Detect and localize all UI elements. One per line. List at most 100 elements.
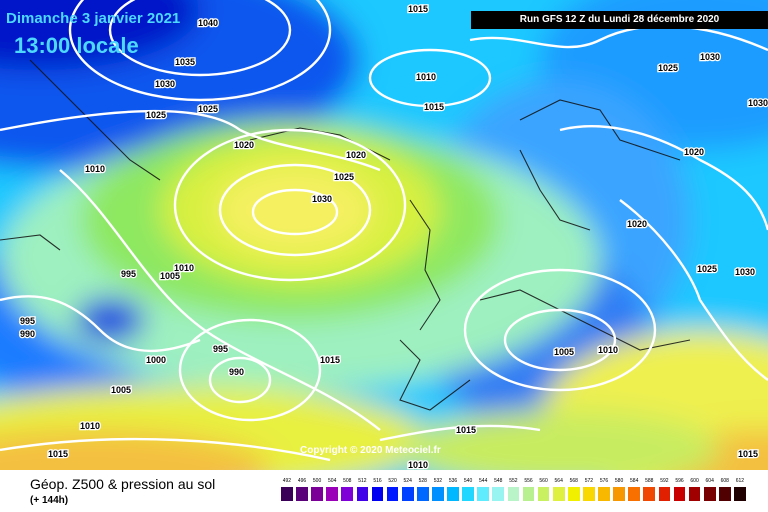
scale-swatch — [371, 487, 384, 501]
isobar-label: 1010 — [85, 164, 105, 174]
scale-tick: 564 — [554, 478, 563, 484]
scale-tick: 600 — [690, 478, 699, 484]
isobar-label: 1010 — [598, 345, 618, 355]
forecast-date: Dimanche 3 janvier 2021 — [6, 10, 181, 27]
forecast-time: 13:00 locale — [14, 33, 139, 58]
scale-tick: 540 — [463, 478, 473, 484]
scale-tick: 548 — [494, 478, 503, 484]
isobar-label: 1030 — [700, 52, 720, 62]
scale-swatch — [416, 487, 429, 501]
scale-swatch — [507, 487, 520, 501]
scale-tick: 512 — [358, 478, 367, 484]
scale-tick: 588 — [645, 478, 654, 484]
isobar-label: 1025 — [198, 104, 218, 114]
scale-swatch — [613, 487, 625, 501]
isobar-label: 1030 — [155, 79, 175, 89]
legend-footer: Géop. Z500 & pression au sol (+ 144h) 49… — [0, 470, 768, 512]
scale-tick: 604 — [705, 478, 714, 484]
isobar-label: 1010 — [174, 263, 194, 273]
isobar-label: 1010 — [80, 421, 100, 431]
scale-swatch — [311, 487, 323, 501]
isobar-label: 995 — [20, 316, 35, 326]
scale-swatch — [341, 487, 354, 501]
scale-tick: 536 — [448, 478, 458, 484]
scale-tick: 568 — [569, 478, 578, 484]
scale-swatch — [386, 487, 399, 501]
coastlines — [0, 59, 691, 411]
isobar-label: 1020 — [684, 147, 704, 157]
scale-swatch — [492, 487, 505, 501]
scale-tick: 572 — [584, 478, 594, 484]
scale-swatch — [537, 487, 550, 501]
scale-tick: 592 — [660, 478, 669, 484]
isobar-label: 1025 — [697, 264, 717, 274]
isobar-label: 995 — [121, 269, 136, 279]
scale-tick: 524 — [403, 478, 412, 484]
scale-swatch — [718, 487, 731, 501]
scale-swatch — [462, 487, 474, 501]
isobar-label: 1025 — [334, 172, 354, 182]
scale-tick: 576 — [599, 478, 609, 484]
isobar-label: 995 — [213, 344, 228, 354]
scale-tick: 544 — [479, 478, 488, 484]
run-label: Run GFS 12 Z du Lundi 28 décembre 2020 — [471, 11, 768, 29]
geopotential-field — [0, 0, 768, 470]
scale-tick: 500 — [312, 478, 322, 484]
copyright-notice: Copyright © 2020 Meteociel.fr — [300, 445, 441, 456]
scale-swatch — [673, 487, 686, 501]
isobar-label: 1000 — [146, 355, 166, 365]
scale-tick: 532 — [433, 478, 443, 484]
scale-swatch — [703, 487, 716, 501]
scale-tick: 528 — [418, 478, 427, 484]
scale-tick: 580 — [614, 478, 624, 484]
isobar-label: 1020 — [234, 140, 254, 150]
forecast-lead-time: (+ 144h) — [30, 495, 69, 506]
isobar-label: 1010 — [416, 72, 436, 82]
scale-swatch — [432, 487, 444, 501]
scale-tick: 520 — [388, 478, 397, 484]
isobar-label: 1030 — [735, 267, 755, 277]
scale-swatch — [658, 487, 671, 501]
isobar-label: 1015 — [424, 102, 444, 112]
scale-tick: 556 — [524, 478, 533, 484]
isobar-label: 1015 — [408, 4, 428, 14]
isobar-label: 1010 — [408, 460, 428, 470]
isobar-label: 1015 — [48, 449, 68, 459]
isobar-label: 990 — [20, 329, 35, 339]
scale-tick: 584 — [630, 478, 639, 484]
scale-swatch — [477, 487, 490, 501]
scale-tick: 492 — [282, 478, 292, 484]
isobar-label: 1015 — [456, 425, 476, 435]
scale-swatch — [734, 487, 746, 501]
scale-swatch — [522, 487, 535, 501]
isobar-label: 1005 — [160, 271, 180, 281]
isobar-label: 1025 — [658, 63, 678, 73]
scale-tick: 508 — [343, 478, 352, 484]
isobar-label: 990 — [229, 367, 244, 377]
isobars — [0, 0, 768, 460]
scale-swatch — [567, 487, 580, 501]
scale-swatch — [552, 487, 565, 501]
isobar-label: 1015 — [320, 355, 340, 365]
scale-tick: 612 — [735, 478, 745, 484]
scale-swatch — [356, 487, 369, 501]
scale-tick: 516 — [373, 478, 382, 484]
isobar-label: 1030 — [748, 98, 768, 108]
map-title: Géop. Z500 & pression au sol — [30, 476, 216, 492]
scale-tick: 496 — [297, 478, 307, 484]
scale-swatch — [643, 487, 656, 501]
scale-tick: 560 — [539, 478, 548, 484]
scale-swatch — [598, 487, 610, 501]
scale-swatch — [296, 487, 308, 501]
scale-swatch — [281, 487, 293, 501]
scale-swatch — [583, 487, 595, 501]
isobar-labels: 1040 1035 1030 1025 1025 1015 1010 1015 … — [19, 3, 768, 470]
isobar-label: 1005 — [111, 385, 131, 395]
isobar-label: 1015 — [738, 449, 758, 459]
scale-swatch — [447, 487, 459, 501]
color-scale: 492 496 500 504 508 512 516 520 524 528 532 536 540 5… — [281, 478, 751, 510]
scale-swatch — [688, 487, 701, 501]
isobar-label: 1030 — [312, 194, 332, 204]
scale-swatch — [326, 487, 339, 501]
scale-swatch — [401, 487, 414, 501]
